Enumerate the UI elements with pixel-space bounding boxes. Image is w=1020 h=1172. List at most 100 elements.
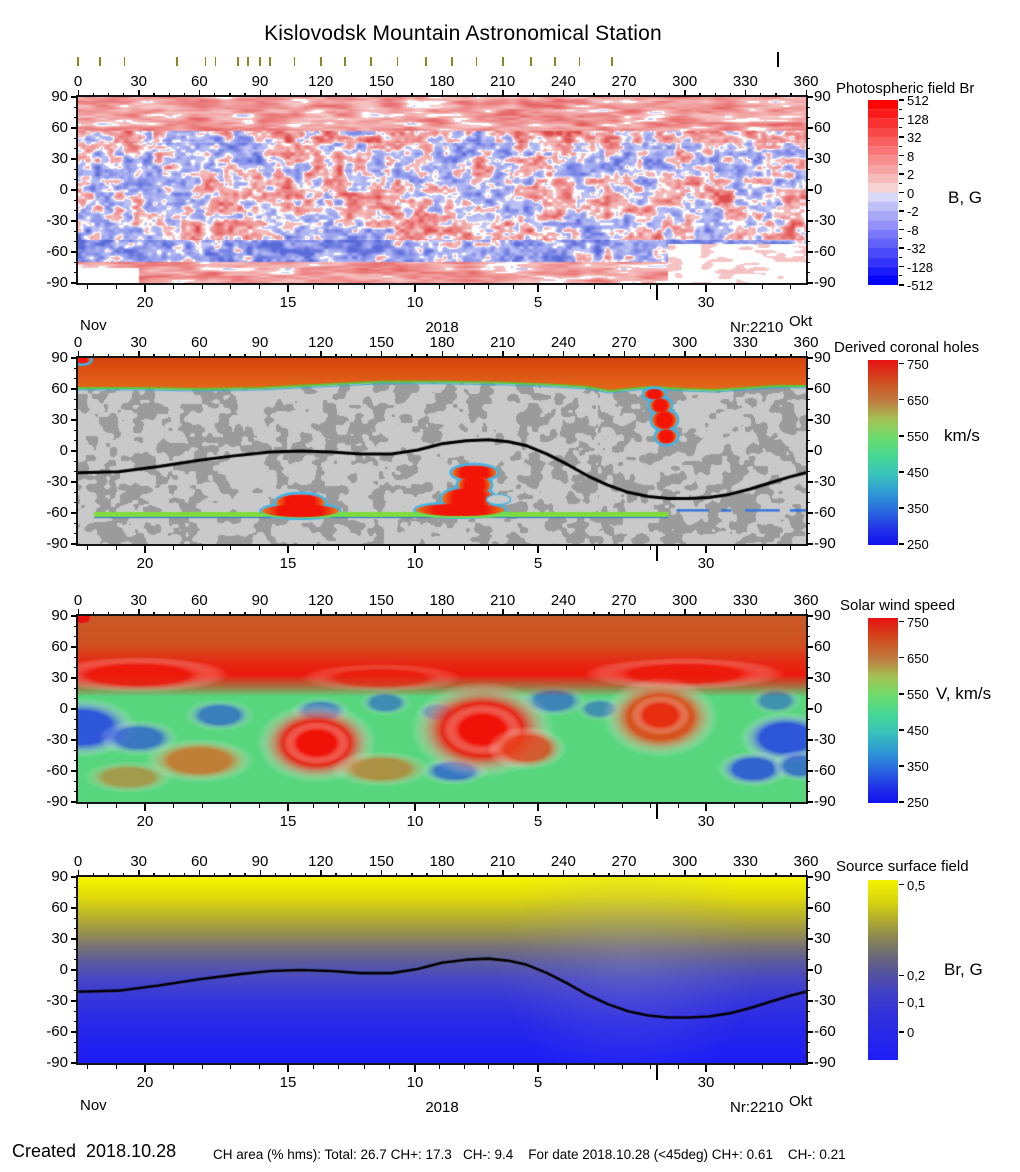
lat-tick-left (71, 96, 77, 98)
colorbar-tick (899, 238, 902, 240)
lon-tick (426, 612, 428, 615)
date-tick-minor (363, 546, 365, 550)
lon-tick (744, 870, 747, 876)
colorbar-tick (899, 399, 904, 401)
lon-tick (335, 354, 337, 357)
lon-tick-label: 240 (550, 853, 576, 870)
lon-tick (653, 612, 656, 615)
lon-tick (623, 870, 625, 876)
lat-tick-right (807, 168, 810, 171)
lon-tick (699, 93, 701, 96)
lon-tick (775, 873, 777, 876)
lat-tick-right (807, 230, 810, 233)
colorbar-tick-label: 32 (907, 130, 922, 145)
lon-tick (274, 612, 277, 615)
date-tick-minor (258, 1065, 260, 1069)
lat-label-right: -90 (814, 793, 836, 810)
colorbar-tick (899, 136, 904, 138)
lat-label-left: -90 (46, 793, 68, 810)
colorbar-unit-kms: km/s (944, 426, 980, 445)
lat-tick-right (807, 106, 810, 109)
lat-tick-left (74, 522, 77, 525)
lon-tick (805, 870, 807, 876)
date-tick-major (414, 285, 416, 292)
date-tick-minor (389, 546, 391, 550)
colorbar-unit-b-g: B, G (948, 188, 983, 207)
lat-label-right: -90 (814, 1054, 836, 1071)
date-tick-major (144, 285, 146, 292)
lat-tick-left (74, 666, 77, 669)
lat-tick-left (74, 137, 77, 140)
colorbar-tick (899, 883, 904, 886)
lat-tick-left (74, 896, 77, 899)
lon-tick (441, 609, 443, 615)
lat-tick-left (74, 625, 77, 628)
lat-tick-right (807, 886, 810, 889)
date-tick-minor (677, 285, 679, 289)
colorbar-tick (899, 363, 904, 365)
lon-tick-label: 330 (732, 73, 758, 90)
lat-tick-right (807, 127, 813, 129)
colorbar-source-surface-field (868, 880, 898, 1060)
lat-tick-right (807, 938, 813, 940)
lon-tick (502, 351, 504, 357)
lat-tick-right (807, 780, 810, 783)
colorbar-tick (899, 256, 902, 258)
lon-tick-label: 270 (611, 73, 637, 90)
date-tick-minor (87, 285, 89, 289)
date-tick-minor (649, 285, 651, 289)
lon-tick (259, 870, 261, 876)
lat-tick-left (71, 220, 77, 222)
lon-tick-label: 0 (73, 73, 83, 90)
date-tick-minor (312, 285, 314, 289)
lat-tick-right (807, 357, 813, 359)
lon-tick-label: 240 (550, 334, 576, 351)
colorbar-photospheric-field (868, 100, 898, 285)
colorbar-tick-label: 450 (907, 722, 929, 738)
colorbar-tick (899, 164, 902, 166)
lon-tick (638, 612, 641, 615)
lat-tick-left (71, 543, 77, 545)
lon-tick-label: 150 (368, 334, 394, 351)
lon-tick (593, 873, 595, 876)
lat-tick-right (807, 377, 810, 380)
lat-tick-left (71, 907, 77, 909)
lon-tick (547, 354, 550, 357)
date-tick-minor (463, 1065, 465, 1069)
lat-label-left: 30 (51, 669, 68, 686)
lon-tick (653, 93, 656, 96)
lat-tick-right (807, 1041, 810, 1044)
lon-tick-label: 0 (73, 592, 83, 609)
year-label-p1: 2018 (425, 319, 459, 336)
lat-label-left: -30 (46, 212, 68, 229)
colorbar-tick (899, 108, 902, 110)
colorbar-tick-label: 750 (907, 356, 929, 372)
lon-tick (259, 609, 261, 615)
lat-label-right: 0 (814, 961, 823, 978)
lon-tick (426, 873, 428, 876)
lat-label-right: 60 (814, 380, 831, 397)
lon-tick (593, 354, 595, 357)
date-tick-minor (512, 1065, 514, 1069)
colorbar-unit-v-kms: V, km/s (936, 684, 992, 703)
observation-tick (77, 57, 79, 66)
lon-tick (153, 873, 155, 876)
lon-tick (578, 354, 580, 357)
lat-tick-left (71, 1062, 77, 1064)
lat-label-right: 90 (814, 349, 831, 366)
colorbar-tick (899, 173, 904, 175)
date-tick-minor (87, 1065, 89, 1069)
observation-tick (475, 57, 478, 66)
date-tick-minor (789, 804, 791, 808)
lat-label-left: -90 (46, 1054, 68, 1071)
lat-tick-right (807, 969, 813, 971)
date-tick-major (537, 804, 539, 811)
lon-tick (760, 873, 762, 876)
lon-tick (578, 93, 580, 96)
lon-tick (107, 612, 110, 615)
lon-tick (608, 873, 610, 876)
date-tick-major (537, 285, 539, 292)
lon-tick-label: 0 (73, 334, 83, 351)
lon-tick (305, 93, 307, 96)
lon-tick (365, 93, 368, 96)
